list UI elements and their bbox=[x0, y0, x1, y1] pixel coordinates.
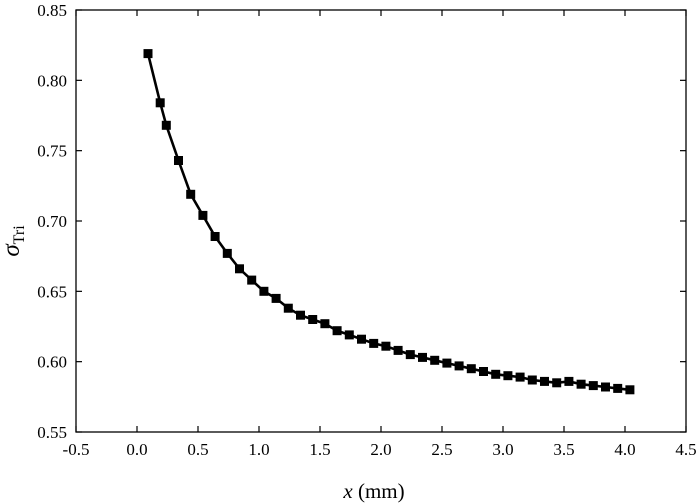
x-tick-label: 4.0 bbox=[614, 440, 635, 459]
data-point bbox=[344, 330, 354, 340]
data-point bbox=[430, 355, 440, 365]
data-point bbox=[174, 156, 183, 165]
data-point bbox=[186, 189, 196, 199]
data-point bbox=[515, 372, 525, 382]
data-point bbox=[576, 379, 586, 389]
y-tick-label: 0.55 bbox=[37, 423, 67, 442]
series-line bbox=[146, 53, 631, 392]
x-tick-label: 3.0 bbox=[492, 440, 513, 459]
data-point bbox=[405, 350, 415, 360]
data-point bbox=[259, 286, 269, 296]
y-tick-label: 0.80 bbox=[37, 71, 67, 90]
data-point bbox=[613, 383, 623, 393]
x-tick-label: 3.5 bbox=[553, 440, 574, 459]
data-point bbox=[155, 98, 165, 108]
data-point bbox=[222, 248, 232, 258]
y-tick-label: 0.65 bbox=[37, 282, 67, 301]
data-point bbox=[320, 319, 330, 329]
data-point bbox=[393, 345, 403, 355]
data-point bbox=[143, 49, 153, 59]
data-point bbox=[271, 293, 281, 303]
x-tick-label: 2.0 bbox=[370, 440, 391, 459]
y-axis-label: σTri bbox=[0, 225, 28, 257]
data-point bbox=[503, 371, 513, 381]
axes: -0.5 0.0 0.5 1.0 1.5 2.0 2.5 3.0 3.5 4.0 4.5 0.55 0.… bbox=[37, 1, 696, 459]
plot-frame bbox=[75, 9, 687, 433]
x-tick-label: 1.0 bbox=[248, 440, 269, 459]
data-point bbox=[161, 120, 171, 130]
x-tick-label: 0.0 bbox=[126, 440, 147, 459]
data-point bbox=[491, 369, 501, 379]
data-point bbox=[198, 210, 208, 220]
data-point bbox=[283, 303, 293, 313]
data-point bbox=[564, 376, 574, 386]
y-tick-label: 0.70 bbox=[37, 212, 67, 231]
data-point bbox=[601, 382, 610, 392]
data-point bbox=[527, 375, 537, 385]
data-point bbox=[381, 341, 391, 351]
data-point bbox=[552, 378, 562, 388]
data-point bbox=[357, 334, 366, 344]
data-point bbox=[247, 275, 257, 285]
data-point bbox=[210, 232, 220, 241]
x-tick-label: 1.5 bbox=[309, 440, 330, 459]
data-point bbox=[235, 264, 244, 274]
x-axis-label: x (mm) bbox=[342, 479, 404, 503]
x-tick-label: 2.5 bbox=[431, 440, 452, 459]
data-point bbox=[369, 338, 379, 348]
data-point bbox=[442, 358, 452, 368]
data-point bbox=[418, 352, 427, 362]
x-tick-label: 4.5 bbox=[675, 440, 696, 459]
y-tick-label: 0.75 bbox=[37, 142, 67, 161]
data-point bbox=[332, 326, 342, 336]
data-point bbox=[479, 367, 488, 376]
x-tick-label: 0.5 bbox=[187, 440, 208, 459]
data-point bbox=[466, 364, 476, 374]
plot-area bbox=[143, 49, 635, 395]
data-point bbox=[625, 385, 635, 395]
data-point bbox=[454, 361, 464, 371]
data-point bbox=[540, 376, 549, 386]
x-tick-label: -0.5 bbox=[63, 440, 90, 459]
data-point bbox=[296, 310, 305, 320]
y-tick-label: 0.85 bbox=[37, 1, 67, 20]
data-point bbox=[308, 315, 318, 324]
y-tick-label: 0.60 bbox=[37, 353, 67, 372]
data-point bbox=[588, 381, 598, 391]
